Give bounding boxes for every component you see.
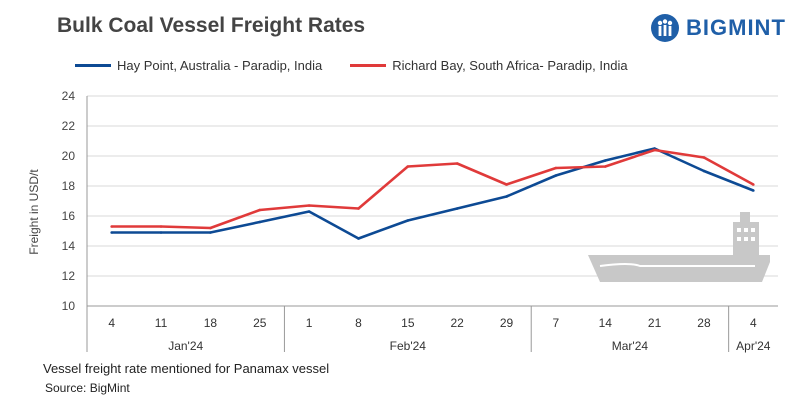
- ship-window: [744, 228, 748, 232]
- ship-hull: [588, 255, 770, 282]
- ship-window: [751, 228, 755, 232]
- x-tick-label: 21: [648, 316, 662, 330]
- data-point: [258, 208, 262, 212]
- brand-name: BIGMINT: [686, 15, 786, 40]
- x-tick-label: 29: [500, 316, 514, 330]
- data-point: [209, 231, 212, 234]
- data-point: [653, 148, 656, 152]
- x-tick-label: 4: [750, 316, 757, 330]
- x-group-label: Apr'24: [736, 339, 771, 353]
- x-tick-label: 7: [553, 316, 560, 330]
- x-tick-label: 4: [108, 316, 115, 330]
- data-point: [603, 165, 607, 168]
- x-tick-label: 1: [306, 316, 313, 330]
- data-point: [357, 237, 360, 240]
- data-point: [752, 183, 755, 186]
- ship-deck-line: [599, 263, 755, 267]
- x-tick-label: 22: [450, 316, 464, 330]
- x-group-label: Feb'24: [390, 339, 427, 353]
- x-tick-label: 25: [253, 316, 267, 330]
- data-point: [702, 169, 706, 173]
- y-tick-label: 14: [62, 239, 76, 253]
- data-point: [455, 162, 459, 165]
- data-point: [702, 156, 706, 159]
- legend-item-richard-bay: Richard Bay, South Africa- Paradip, Indi…: [350, 58, 628, 73]
- y-tick-label: 18: [62, 179, 76, 193]
- y-tick-label: 24: [62, 89, 76, 103]
- data-point: [603, 159, 607, 162]
- brand-logo-icon: [651, 14, 679, 42]
- data-point: [258, 220, 262, 224]
- data-point: [505, 183, 508, 186]
- data-point: [357, 207, 360, 210]
- x-tick-label: 18: [204, 316, 218, 330]
- data-point: [406, 165, 410, 168]
- chart-legend: Hay Point, Australia - Paradip, India Ri…: [75, 58, 656, 73]
- cargo-ship-icon: [588, 212, 770, 282]
- ship-window: [737, 228, 741, 232]
- data-point: [554, 174, 558, 177]
- x-tick-label: 14: [599, 316, 613, 330]
- data-point: [505, 195, 508, 198]
- data-point: [307, 204, 311, 207]
- series-line-1: [111, 148, 754, 230]
- source-note: Source: BigMint: [45, 381, 130, 395]
- x-group-label: Mar'24: [612, 339, 649, 353]
- legend-label: Richard Bay, South Africa- Paradip, Indi…: [392, 58, 628, 73]
- ship-window: [737, 237, 741, 241]
- data-point: [752, 189, 755, 192]
- data-point: [307, 210, 311, 213]
- legend-swatch: [75, 64, 111, 67]
- y-tick-label: 20: [62, 149, 76, 163]
- ship-window: [751, 237, 755, 241]
- x-group-label: Jan'24: [168, 339, 203, 353]
- x-tick-label: 28: [697, 316, 711, 330]
- ship-funnel: [740, 212, 750, 224]
- x-tick-label: 8: [355, 316, 362, 330]
- data-point: [110, 225, 113, 228]
- y-tick-label: 22: [62, 119, 76, 133]
- x-tick-label: 15: [401, 316, 415, 330]
- data-point: [209, 226, 212, 230]
- y-tick-label: 16: [62, 209, 76, 223]
- chart-title: Bulk Coal Vessel Freight Rates: [57, 14, 366, 37]
- y-tick-label: 12: [62, 269, 76, 283]
- footnote: Vessel freight rate mentioned for Panama…: [43, 361, 330, 376]
- data-point: [406, 219, 410, 222]
- legend-swatch: [350, 64, 387, 67]
- legend-item-hay-point: Hay Point, Australia - Paradip, India: [75, 58, 322, 73]
- y-tick-label: 10: [62, 299, 76, 313]
- ship-windows: [737, 228, 755, 241]
- legend-label: Hay Point, Australia - Paradip, India: [117, 58, 323, 73]
- series-line-0: [111, 147, 754, 240]
- ship-window: [744, 237, 748, 241]
- data-point: [554, 166, 558, 170]
- x-tick-label: 11: [155, 316, 168, 330]
- data-point: [159, 231, 163, 234]
- data-point: [159, 225, 163, 228]
- data-point: [455, 207, 459, 210]
- data-point: [110, 231, 113, 234]
- brand-logo: BIGMINT: [650, 12, 786, 44]
